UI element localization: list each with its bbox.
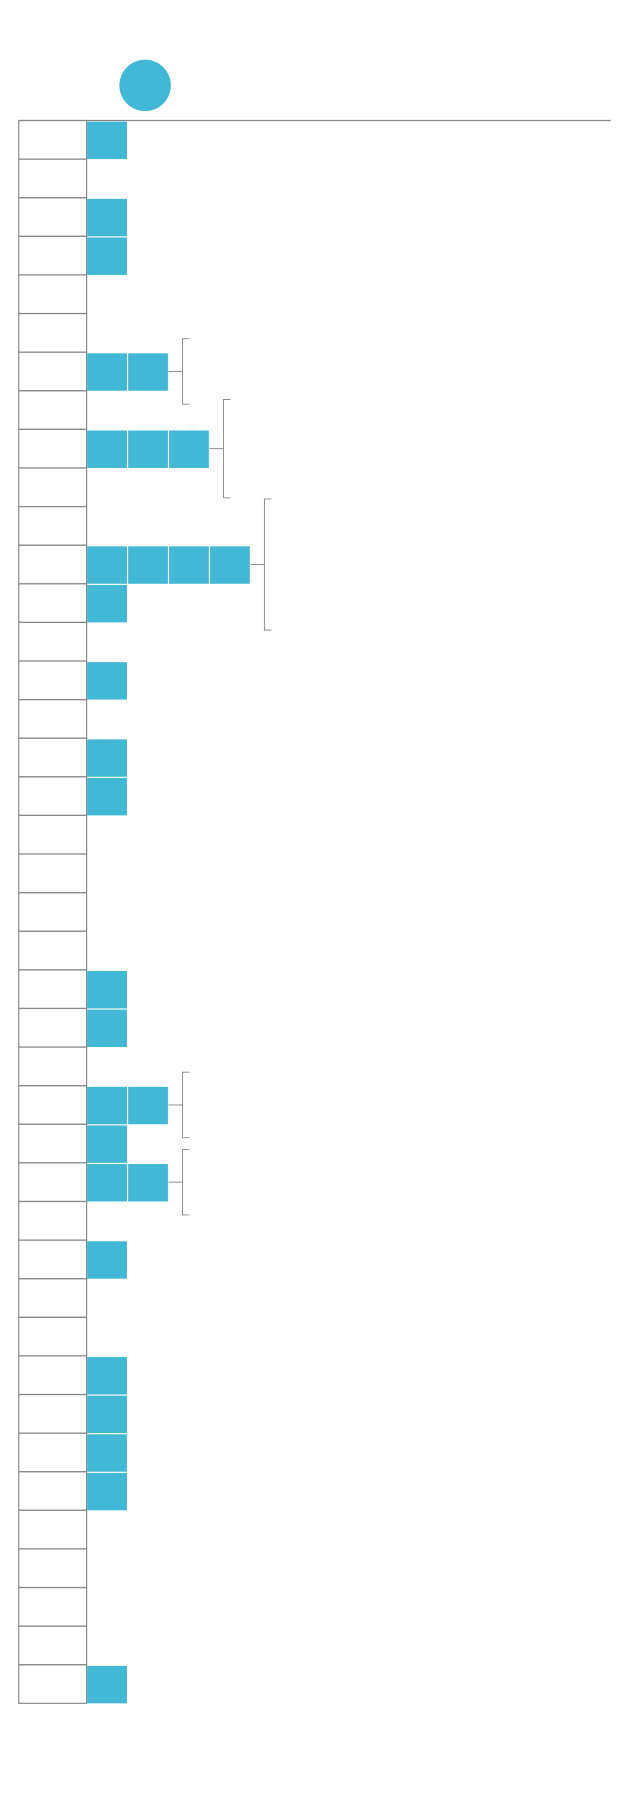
icon-square	[128, 430, 168, 468]
icon-square	[87, 777, 127, 816]
icon-square	[128, 1086, 168, 1125]
row-cell	[18, 621, 88, 662]
row-cell	[18, 1625, 88, 1666]
bracket	[182, 1071, 190, 1139]
icon-square	[169, 546, 209, 584]
row-cell	[18, 1432, 88, 1473]
bracket	[182, 1148, 190, 1216]
row-cell	[18, 544, 88, 585]
row-cell	[18, 1239, 88, 1280]
row-cell	[18, 969, 88, 1010]
row-cell	[18, 1200, 88, 1241]
icon-square	[87, 739, 127, 777]
icon-square	[87, 1241, 127, 1279]
row-cell	[18, 1471, 88, 1511]
row-cell	[18, 390, 88, 430]
icon-square	[87, 1665, 127, 1704]
row-cell	[18, 1046, 88, 1087]
icon-square	[169, 430, 209, 468]
row-cell	[18, 1355, 88, 1396]
icon-square	[87, 1086, 127, 1125]
bracket	[223, 399, 231, 499]
row-cell	[18, 814, 88, 855]
row-cell	[18, 312, 88, 353]
icon-square	[87, 237, 127, 275]
row-cell	[18, 1085, 88, 1125]
row-cell	[18, 660, 88, 701]
row-cell	[18, 119, 88, 160]
icon-square	[87, 430, 127, 468]
icon-square	[87, 662, 127, 700]
row-cell	[18, 1123, 88, 1164]
icon-square	[87, 121, 127, 160]
row-cell	[18, 235, 88, 276]
row-cell	[18, 737, 88, 778]
row-cell	[18, 892, 88, 932]
icon-square	[87, 198, 127, 237]
row-cell	[18, 1548, 88, 1589]
row-cell	[18, 274, 88, 315]
icon-square	[128, 353, 168, 391]
row-cell	[18, 583, 88, 623]
bracket	[263, 498, 272, 631]
icon-square	[87, 1357, 127, 1395]
icon-square	[87, 1472, 127, 1511]
row-cell	[18, 1316, 88, 1357]
header-dot	[119, 59, 171, 112]
row-cell	[18, 1278, 88, 1318]
icon-square	[87, 584, 127, 623]
row-cell	[18, 428, 88, 469]
icon-square	[128, 546, 168, 584]
icon-square	[87, 971, 127, 1009]
row-cell	[18, 1664, 88, 1704]
row-cell	[18, 158, 88, 199]
row-cell	[18, 853, 88, 894]
row-cell	[18, 1509, 88, 1550]
icon-square	[87, 546, 127, 584]
bracket	[182, 338, 190, 405]
row-cell	[18, 1586, 88, 1627]
icon-square	[87, 353, 127, 391]
row-cell	[18, 197, 88, 237]
icon-square	[210, 546, 250, 584]
icon-square	[128, 1164, 168, 1202]
icon-square	[87, 1434, 127, 1472]
row-cell	[18, 776, 88, 816]
row-cell	[18, 930, 88, 971]
row-cell	[18, 1393, 88, 1434]
icon-square	[87, 1164, 127, 1202]
icon-square	[87, 1395, 127, 1434]
row-cell	[18, 467, 88, 508]
row-cell	[18, 1162, 88, 1203]
icon-square	[87, 1009, 127, 1048]
row-cell	[18, 699, 88, 739]
row-cell	[18, 351, 88, 392]
row-cell	[18, 505, 88, 546]
icon-square	[87, 1125, 127, 1163]
row-cell	[18, 1007, 88, 1048]
